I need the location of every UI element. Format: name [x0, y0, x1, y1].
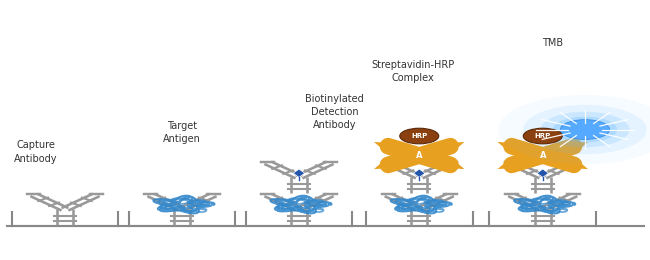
- Polygon shape: [497, 162, 517, 169]
- Text: Target
Antigen: Target Antigen: [163, 121, 201, 144]
- Text: HRP: HRP: [411, 133, 428, 139]
- Polygon shape: [497, 142, 517, 149]
- Circle shape: [553, 117, 617, 142]
- Polygon shape: [293, 169, 305, 177]
- Polygon shape: [445, 162, 465, 169]
- Text: A: A: [540, 151, 546, 160]
- Text: A: A: [416, 151, 422, 160]
- Circle shape: [560, 120, 610, 139]
- Polygon shape: [445, 142, 465, 149]
- Text: Capture
Antibody: Capture Antibody: [14, 140, 57, 164]
- Circle shape: [523, 105, 647, 154]
- Circle shape: [541, 112, 629, 147]
- Polygon shape: [537, 169, 549, 177]
- Text: HRP: HRP: [534, 133, 551, 139]
- Polygon shape: [413, 169, 425, 177]
- Text: Streptavidin-HRP
Complex: Streptavidin-HRP Complex: [371, 60, 454, 83]
- Circle shape: [400, 128, 439, 144]
- Text: TMB: TMB: [542, 38, 563, 48]
- Text: Biotinylated
Detection
Antibody: Biotinylated Detection Antibody: [306, 94, 364, 130]
- Polygon shape: [374, 162, 394, 169]
- Polygon shape: [568, 142, 588, 149]
- Polygon shape: [568, 162, 588, 169]
- Circle shape: [499, 95, 650, 164]
- Circle shape: [523, 128, 562, 144]
- Polygon shape: [374, 142, 394, 149]
